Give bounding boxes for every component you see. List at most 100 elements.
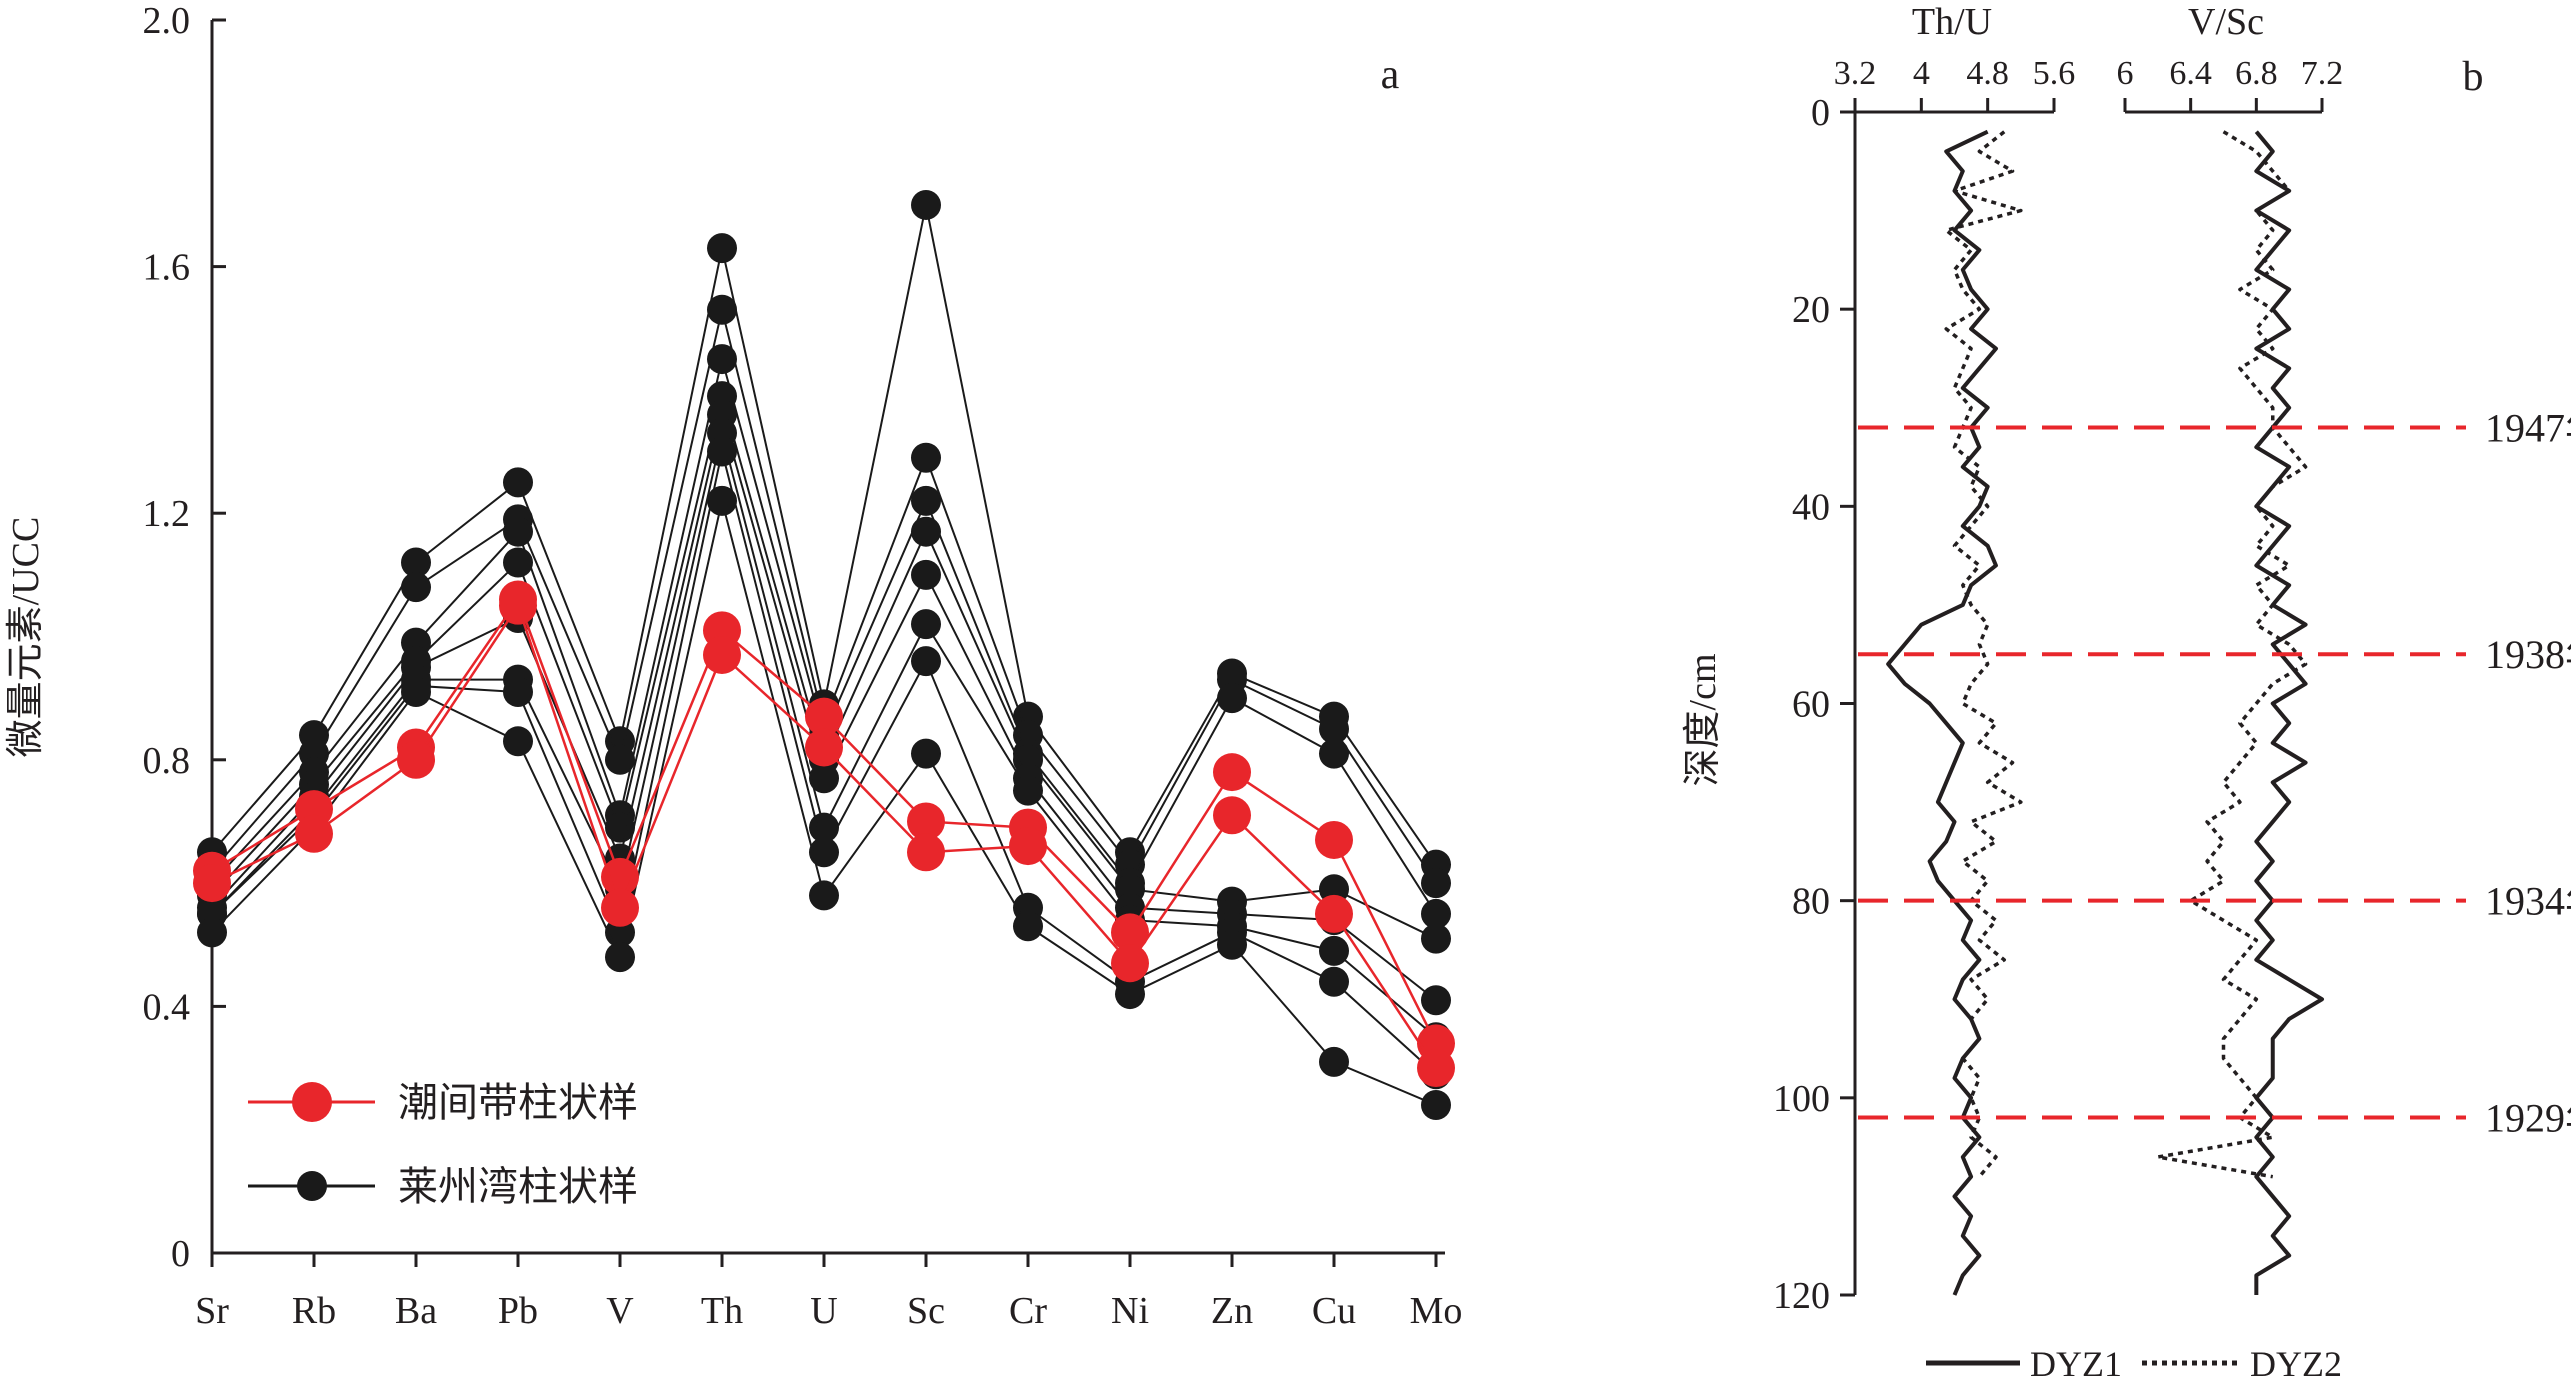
thu-tick-label: 4 xyxy=(1913,55,1930,92)
panel-a: 0 0.4 0.8 1.2 1.6 2.0 Sr Rb Ba Pb V Th U Sc Cr Ni Zn Cu M… xyxy=(5,0,1462,1332)
data-point xyxy=(911,646,941,677)
panel-a-y-axis-label: 微量元素/UCC xyxy=(5,517,47,758)
data-point xyxy=(1111,913,1149,952)
data-point xyxy=(401,676,431,707)
data-point xyxy=(499,586,537,625)
depth-tick-label: 20 xyxy=(1792,289,1830,331)
data-point xyxy=(1421,868,1451,899)
y-tick-label: 1.2 xyxy=(143,493,191,535)
panel-a-label: a xyxy=(1381,52,1400,98)
data-point xyxy=(401,547,431,578)
data-point xyxy=(911,738,941,769)
thu-tick-label: 5.6 xyxy=(2033,55,2076,92)
data-point xyxy=(605,812,635,843)
data-point xyxy=(1111,944,1149,983)
data-point xyxy=(1217,683,1247,714)
series-dyz1-vsc xyxy=(2254,130,2324,1295)
depth-tick-label: 0 xyxy=(1811,92,1830,134)
x-tick-label: Sr xyxy=(195,1290,229,1332)
data-point xyxy=(295,814,333,853)
thu-top-axis: 3.2 4 4.8 5.6 xyxy=(1834,55,2076,114)
panel-a-y-ticks: 0 0.4 0.8 1.2 1.6 2.0 xyxy=(143,0,226,1275)
legend-marker-laizhou-bay xyxy=(297,1171,327,1201)
reference-line-label: 1947年 xyxy=(2485,405,2571,450)
data-point xyxy=(1213,753,1251,792)
vsc-tick-label: 6 xyxy=(2117,55,2134,92)
data-point xyxy=(1421,1090,1451,1121)
data-point xyxy=(707,344,737,375)
data-point xyxy=(503,676,533,707)
data-point xyxy=(605,744,635,775)
y-tick-label: 0 xyxy=(171,1233,190,1275)
x-tick-label: U xyxy=(810,1290,837,1332)
y-tick-label: 0.4 xyxy=(143,986,191,1028)
panel-b-series xyxy=(1886,129,2324,1296)
legend-label-dyz1: DYZ1 xyxy=(2030,1344,2122,1382)
depth-tick-label: 40 xyxy=(1792,486,1830,528)
data-point xyxy=(805,697,843,736)
data-point xyxy=(401,572,431,603)
panel-b-legend: DYZ1 DYZ2 xyxy=(1926,1344,2342,1382)
data-point xyxy=(1009,827,1047,866)
data-point xyxy=(193,864,231,903)
series-intertidal xyxy=(193,586,1455,1088)
reference-line-label: 1938年 xyxy=(2485,632,2571,677)
x-tick-label: Cr xyxy=(1009,1290,1047,1332)
thu-axis-title: Th/U xyxy=(1912,1,1992,43)
y-tick-label: 1.6 xyxy=(143,247,191,289)
y-tick-label: 2.0 xyxy=(143,0,191,42)
depth-tick-label: 100 xyxy=(1773,1078,1830,1120)
x-tick-label: Mo xyxy=(1410,1290,1463,1332)
data-point xyxy=(1319,713,1349,744)
data-point xyxy=(911,609,941,640)
data-point xyxy=(397,740,435,779)
data-point xyxy=(809,763,839,794)
legend-marker-intertidal xyxy=(292,1082,332,1122)
data-point xyxy=(601,888,639,927)
data-point xyxy=(1315,820,1353,859)
reference-line-label: 1934年 xyxy=(2485,879,2571,924)
series-laizhou-bay xyxy=(197,381,1451,954)
data-point xyxy=(1013,775,1043,806)
x-tick-label: Cu xyxy=(1312,1290,1356,1332)
panel-b-reference-lines: 1947年 1938年 1934年 1929年 xyxy=(1858,405,2571,1141)
x-tick-label: V xyxy=(606,1290,634,1332)
data-point xyxy=(907,833,945,872)
data-point xyxy=(707,485,737,516)
data-point xyxy=(1319,966,1349,997)
data-point xyxy=(1315,894,1353,933)
data-point xyxy=(911,189,941,220)
reference-line-label: 1929年 xyxy=(2485,1096,2571,1141)
data-point xyxy=(503,516,533,547)
data-point xyxy=(1421,923,1451,954)
data-point xyxy=(1421,985,1451,1016)
data-point xyxy=(911,516,941,547)
data-point xyxy=(503,467,533,498)
panel-a-series xyxy=(193,189,1455,1121)
series-line xyxy=(211,500,1437,1106)
data-point xyxy=(1319,1046,1349,1077)
legend-label-dyz2: DYZ2 xyxy=(2250,1344,2342,1382)
series-dyz1-thu xyxy=(1886,129,1998,1296)
panel-a-x-ticks: Sr Rb Ba Pb V Th U Sc Cr Ni Zn Cu Mo xyxy=(195,1253,1462,1332)
x-tick-label: Rb xyxy=(292,1290,336,1332)
x-tick-label: Pb xyxy=(498,1290,538,1332)
thu-tick-label: 4.8 xyxy=(1966,55,2009,92)
vsc-tick-label: 6.8 xyxy=(2235,55,2278,92)
legend-label-laizhou-bay: 莱州湾柱状样 xyxy=(398,1164,638,1209)
depth-tick-label: 80 xyxy=(1792,881,1830,923)
data-point xyxy=(809,837,839,868)
vsc-top-axis: 6 6.4 6.8 7.2 xyxy=(2117,55,2343,114)
vsc-tick-label: 6.4 xyxy=(2169,55,2212,92)
x-tick-label: Sc xyxy=(907,1290,945,1332)
vsc-axis-title: V/Sc xyxy=(2188,1,2264,43)
data-point xyxy=(911,559,941,590)
data-point xyxy=(911,442,941,473)
series-laizhou-bay xyxy=(197,485,1451,1121)
data-point xyxy=(707,294,737,325)
x-tick-label: Ni xyxy=(1111,1290,1149,1332)
data-point xyxy=(707,436,737,467)
data-point xyxy=(1417,1049,1455,1088)
